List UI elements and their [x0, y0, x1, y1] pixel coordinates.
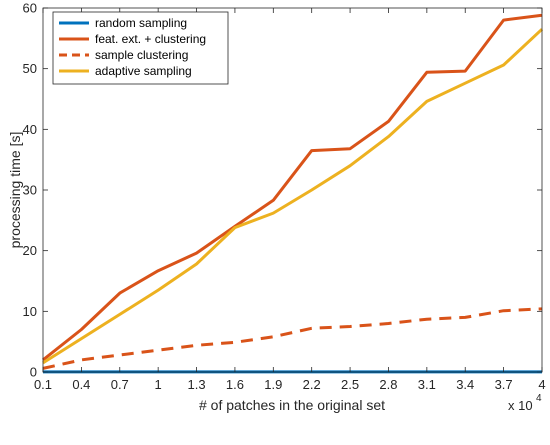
x-axis: 0.1 0.4 0.7 1 1.3 1.6 1.9 2.2 2.5 2.8 3.1 3.4 3.7 4 [34, 8, 546, 392]
y-tick-label: 10 [23, 304, 37, 319]
y-tick-label: 0 [30, 365, 37, 380]
x-axis-label: # of patches in the original set [199, 397, 385, 413]
y-tick-label: 40 [23, 122, 37, 137]
legend: random sampling feat. ext. + clustering sa… [52, 11, 229, 85]
x-tick-label: 4 [538, 377, 545, 392]
legend-items: random sampling feat. ext. + clustering sa… [59, 16, 206, 78]
y-tick-label: 50 [23, 61, 37, 76]
x-multiplier: x 10 4 [508, 393, 542, 413]
series-line-feat-ext-clustering [42, 13, 543, 362]
series-line-adaptive-sampling [42, 28, 544, 365]
y-tick-label: 20 [23, 243, 37, 258]
legend-label-random-sampling: random sampling [95, 16, 187, 30]
y-axis: 0 10 20 30 40 50 60 [23, 1, 542, 380]
series-line-sample-clustering [42, 307, 543, 370]
x-tick-label: 3.1 [418, 377, 436, 392]
legend-label-feat-ext-clustering: feat. ext. + clustering [95, 32, 206, 46]
x-tick-label: 0.7 [111, 377, 129, 392]
x-multiplier-base: x 10 [508, 398, 533, 413]
x-tick-label: 3.7 [495, 377, 513, 392]
y-tick-label: 30 [23, 183, 37, 198]
x-tick-label: 1.9 [264, 377, 282, 392]
x-multiplier-exponent: 4 [536, 393, 542, 404]
x-tick-label: 0.1 [34, 377, 52, 392]
x-tick-label: 1.3 [187, 377, 205, 392]
legend-label-sample-clustering: sample clustering [95, 48, 188, 62]
y-tick-label: 60 [23, 1, 37, 16]
y-axis-label: processing time [s] [7, 132, 23, 249]
x-tick-label: 1 [155, 377, 162, 392]
legend-label-adaptive-sampling: adaptive sampling [95, 64, 192, 78]
x-tick-label: 1.6 [226, 377, 244, 392]
x-tick-label: 2.5 [341, 377, 359, 392]
x-tick-label: 3.4 [456, 377, 474, 392]
x-tick-label: 2.8 [379, 377, 397, 392]
x-tick-label: 2.2 [303, 377, 321, 392]
x-tick-label: 0.4 [72, 377, 90, 392]
